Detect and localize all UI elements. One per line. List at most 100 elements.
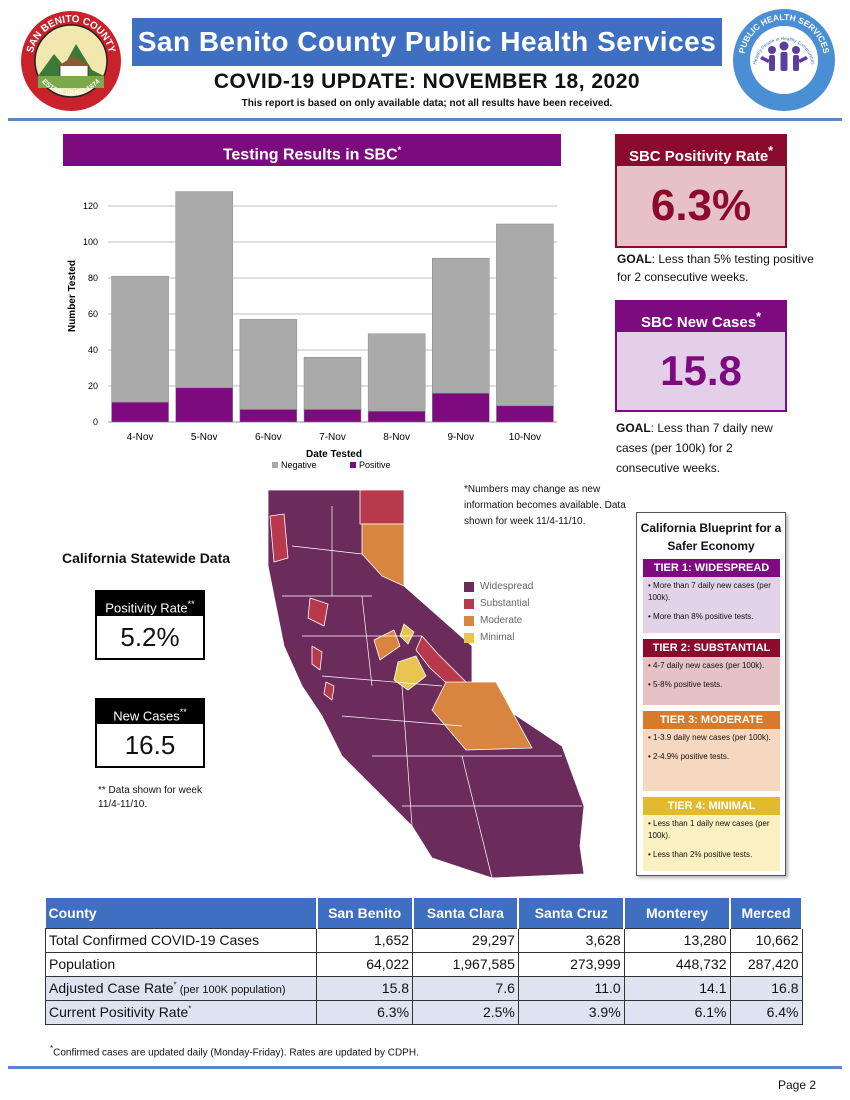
y-tick-label: 40 [88,345,98,355]
testing-title-mark: * [397,145,402,155]
table-header-cell: Merced [730,898,803,928]
tier-criterion: • 2-4.9% positive tests. [648,752,730,761]
y-tick-label: 120 [83,201,98,211]
table-cell: 29,297 [412,927,519,953]
table-cell: 3.9% [517,999,625,1025]
x-tick-label: 6-Nov [255,432,282,443]
statewide-positivity-box: Positivity Rate** 5.2% [95,590,205,660]
row-label-text: Total Confirmed COVID-19 Cases [49,932,260,948]
ca-minimal-mariposa [393,655,427,691]
sbc-positivity-mark: * [768,144,774,158]
tier-criterion: • 4-7 daily new cases (per 100k). [648,661,765,670]
row-label-text: Current Positivity Rate [49,1004,189,1020]
map-legend-swatch [464,581,474,592]
ca-substantial-coast [311,645,323,671]
x-tick-label: 4-Nov [127,432,154,443]
report-title-banner: San Benito County Public Health Services [132,18,722,66]
map-legend-swatch [464,615,474,626]
map-legend-swatch [464,632,474,643]
statewide-cases-title: New Cases [113,708,180,724]
sbc-positivity-goal: GOAL: Less than 5% testing positive for … [617,250,817,286]
statewide-positivity-mark: ** [187,599,195,609]
statewide-cases-header: New Cases** [97,700,203,724]
goal-label: GOAL [617,252,652,266]
ca-substantial-coast-2 [323,681,335,701]
y-tick-label: 0 [93,417,98,427]
sbc-new-cases-box: SBC New Cases* 15.8 [615,300,787,412]
x-axis-label: Date Tested [306,449,362,460]
y-tick-label: 20 [88,381,98,391]
map-legend-label: Moderate [480,615,523,626]
report-disclaimer: This report is based on only available d… [241,98,613,109]
tier-title: TIER 3: MODERATE [643,711,780,729]
table-cell: 448,732 [623,951,731,977]
ca-minimal-alpine [399,623,415,645]
goal-text: : Less than 5% testing positive for 2 co… [617,252,814,284]
table-cell: 64,022 [316,951,414,977]
footer-divider [8,1066,842,1069]
bar-positive [239,409,298,423]
x-tick-label: 9-Nov [447,432,474,443]
table-row: Total Confirmed COVID-19 Cases 1,652 29,29… [44,927,803,953]
map-legend-label: Minimal [480,632,515,643]
table-cell: 6.1% [623,999,731,1025]
y-axis-label: Number Tested [67,260,78,332]
table-row: Population 64,022 1,967,585 273,999 448,732 2… [44,951,803,977]
table-cell: 7.6 [412,975,519,1001]
testing-results-chart: 0 20 40 60 80 100 120 4-Nov 5-Nov 6-Nov 7-Nov 8-No… [67,191,557,470]
blueprint-title: California Blueprint for a Safer Economy [640,521,782,553]
table-header-cell: Santa Clara [412,898,520,928]
x-tick-label: 8-Nov [383,432,410,443]
table-cell: 15.8 [316,975,414,1001]
tier-criterion: • Less than 2% positive tests. [648,850,753,859]
sbc-new-cases-mark: * [756,310,761,324]
table-cell: 16.8 [729,975,803,1001]
ca-moderate-east [361,523,405,587]
map-legend-item: Moderate [464,612,533,629]
chart-bars [111,191,554,423]
testing-title-text: Testing Results in SBC [222,146,398,164]
sbc-positivity-value: 6.3% [617,166,785,246]
bar-positive [303,409,362,423]
bar-negative [496,223,554,407]
ca-moderate-inyo [431,681,533,751]
bar-positive [432,392,490,423]
footnote-text: Confirmed cases are updated daily (Monda… [53,1047,419,1059]
tier-criterion: • Less than 1 daily new cases (per 100k)… [648,819,770,840]
y-tick-label: 100 [83,237,98,247]
x-tick-label: 10-Nov [509,432,541,443]
legend-swatch [350,462,356,468]
tier-title: TIER 1: WIDESPREAD [643,559,780,577]
statewide-title: California Statewide Data [62,550,231,566]
chart-legend: Negative Positive [272,460,391,470]
ca-widespread-region [267,489,585,879]
y-tick-label: 80 [88,273,98,283]
sbc-positivity-title: SBC Positivity Rate [628,148,769,165]
statewide-positivity-header: Positivity Rate** [97,592,203,616]
map-legend: Widespread Substantial Moderate Minimal [464,578,533,646]
bar-positive [175,387,233,423]
legend-swatch [272,462,278,468]
table-cell: 11.0 [517,975,625,1001]
tier-criteria: • 1-3.9 daily new cases (per 100k). • 2-4… [643,729,780,773]
table-cell: 287,420 [729,951,803,977]
table-header-cell: Santa Cruz [518,898,626,928]
table-cell: 14.1 [623,975,731,1001]
table-cell: 1,652 [316,927,414,953]
map-note: *Numbers may change as new information b… [464,484,626,527]
table-row: Current Positivity Rate* 6.3% 2.5% 3.9% 6.1%… [44,999,803,1025]
public-health-logo: PUBLIC HEALTH SERVICES Healthy People in… [733,9,835,111]
page-number: Page 2 [778,1078,817,1092]
table-cell: 6.4% [729,999,803,1025]
statewide-cases-mark: ** [179,707,187,717]
statewide-positivity-title: Positivity Rate [105,600,188,616]
row-label: Current Positivity Rate* [44,999,318,1025]
table-header-cell: County [45,898,318,928]
tier-card: TIER 1: WIDESPREAD • More than 7 daily ne… [643,559,780,633]
statewide-cases-box: New Cases** 16.5 [95,698,205,768]
bar-negative [432,257,490,394]
table-cell: 3,628 [517,927,625,953]
blueprint-tier-panel: California Blueprint for a Safer Economy… [636,512,786,876]
map-legend-item: Minimal [464,629,533,646]
map-legend-item: Widespread [464,578,533,595]
